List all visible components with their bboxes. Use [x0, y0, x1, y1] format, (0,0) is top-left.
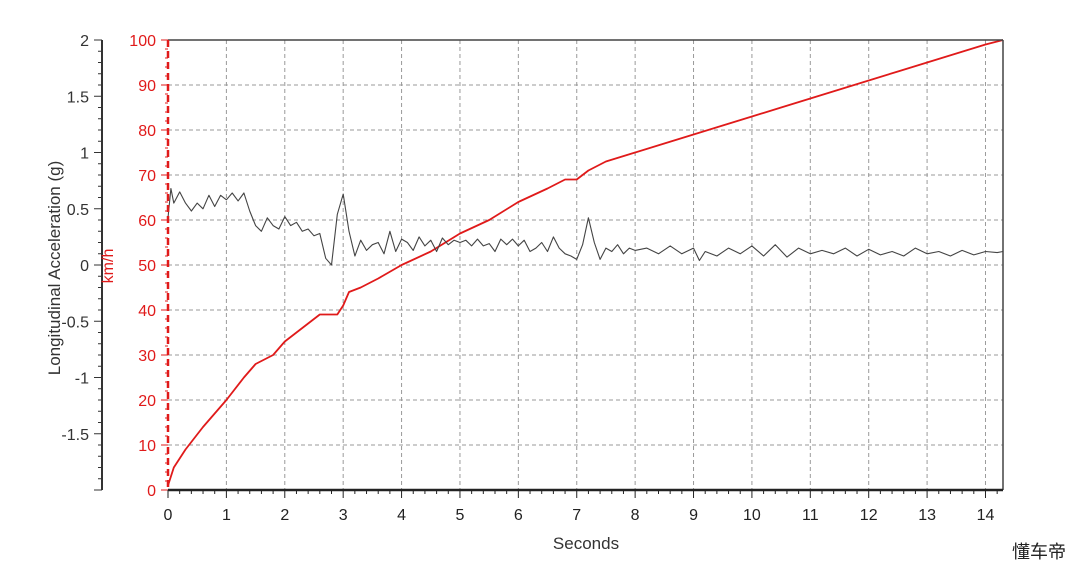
- x-tick-label: 1: [222, 507, 231, 524]
- y-left-tick-label: 1: [80, 146, 89, 163]
- x-tick-label: 0: [164, 507, 173, 524]
- y-left-tick-label: -1: [75, 371, 89, 388]
- y-left-tick-label: 0.5: [67, 202, 89, 219]
- y-right-tick-label: 50: [138, 258, 156, 275]
- speed-series-line: [167, 39, 1004, 486]
- y-right-tick-label: 0: [147, 483, 156, 500]
- x-tick-label: 11: [802, 507, 819, 524]
- x-tick-label: 12: [860, 507, 878, 524]
- y-left-tick-label: 0: [80, 258, 89, 275]
- x-tick-label: 5: [456, 507, 465, 524]
- series-layer: [167, 39, 1004, 486]
- y-axis-label-right: km/h: [100, 249, 117, 284]
- x-tick-label: 13: [918, 507, 936, 524]
- grid: [168, 40, 1003, 490]
- y-left-tick-label: -0.5: [61, 314, 89, 331]
- x-tick-label: 7: [572, 507, 581, 524]
- y-right-tick-label: 20: [138, 393, 156, 410]
- x-tick-label: 6: [514, 507, 523, 524]
- y-right-tick-label: 80: [138, 123, 156, 140]
- y-right-tick-label: 100: [129, 33, 156, 50]
- x-tick-label: 10: [743, 507, 761, 524]
- x-tick-label: 9: [689, 507, 698, 524]
- x-tick-label: 2: [280, 507, 289, 524]
- y-right-tick-label: 40: [138, 303, 156, 320]
- x-axis-label: Seconds: [553, 534, 619, 553]
- y-right-tick-label: 60: [138, 213, 156, 230]
- x-tick-label: 3: [339, 507, 348, 524]
- x-tick-label: 4: [397, 507, 406, 524]
- accel-series-line: [167, 187, 1004, 266]
- y-left-tick-label: 2: [80, 33, 89, 50]
- x-tick-label: 14: [977, 507, 995, 524]
- tick-labels: 21.510.50-0.5-1-1.5100908070605040302010…: [61, 33, 994, 524]
- y-axis-label-left: Longitudinal Acceleration (g): [45, 161, 64, 376]
- y-right-tick-label: 30: [138, 348, 156, 365]
- axes: [94, 39, 1004, 498]
- y-right-tick-label: 90: [138, 78, 156, 95]
- y-right-tick-label: 10: [138, 438, 156, 455]
- x-tick-label: 8: [631, 507, 640, 524]
- watermark-logo: 懂车帝: [1012, 542, 1066, 563]
- y-left-tick-label: -1.5: [61, 427, 89, 444]
- y-left-tick-label: 1.5: [67, 89, 89, 106]
- y-right-tick-label: 70: [138, 168, 156, 185]
